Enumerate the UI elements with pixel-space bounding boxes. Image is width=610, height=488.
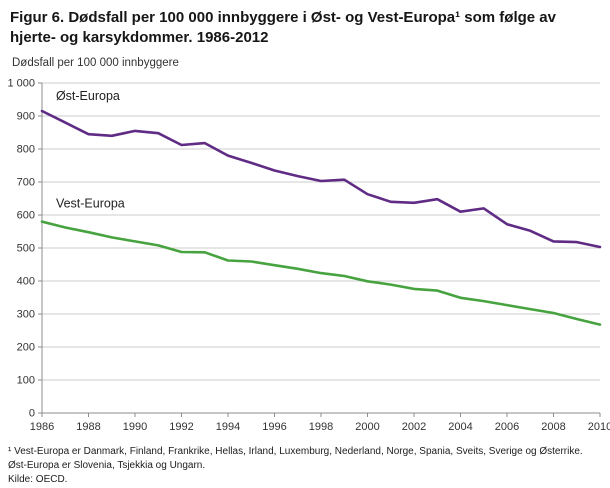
y-tick-label: 1 000 <box>7 78 35 90</box>
x-tick-label: 1994 <box>216 421 240 433</box>
y-tick-label: 900 <box>17 111 35 123</box>
footnote-text: ¹ Vest-Europa er Danmark, Finland, Frank… <box>8 446 583 471</box>
y-tick-label: 500 <box>17 243 35 255</box>
chart-plot-area: 0 100 200 300 400 500 600 700 800 900 1 000 1986 198… <box>0 71 610 443</box>
vest-europa-line <box>40 220 602 326</box>
y-tick-label: 800 <box>17 144 35 156</box>
x-tick-label: 1998 <box>309 421 333 433</box>
line-chart: 0 100 200 300 400 500 600 700 800 900 1 000 1986 198… <box>7 78 610 434</box>
y-axis-title: Dødsfall per 100 000 innbyggere <box>12 57 179 69</box>
x-tick-label: 1986 <box>30 421 54 433</box>
x-tick-label: 2004 <box>448 421 472 433</box>
vest-europa-label: Vest-Europa <box>56 197 125 211</box>
y-tick-label: 200 <box>17 342 35 354</box>
ost-europa-label: Øst-Europa <box>56 89 120 103</box>
x-tick-label: 2010 <box>588 421 610 433</box>
x-tick-label: 2000 <box>355 421 379 433</box>
footnotes: ¹ Vest-Europa er Danmark, Finland, Frank… <box>0 443 610 487</box>
y-tick-label: 100 <box>17 375 35 387</box>
x-tick-label: 1988 <box>76 421 100 433</box>
y-tick-label: 400 <box>17 276 35 288</box>
x-tick-label: 2002 <box>402 421 426 433</box>
chart-title: Figur 6. Dødsfall per 100 000 innbyggere… <box>10 9 556 46</box>
ost-europa-line <box>40 109 602 249</box>
y-tick-label: 700 <box>17 177 35 189</box>
x-tick-label: 1992 <box>169 421 193 433</box>
y-tick-label: 0 <box>29 408 35 420</box>
x-tick-label: 2008 <box>541 421 565 433</box>
source-text: Kilde: OECD. <box>8 474 68 485</box>
y-tick-label: 300 <box>17 309 35 321</box>
y-tick-label: 600 <box>17 210 35 222</box>
x-tick-label: 1990 <box>123 421 147 433</box>
x-tick-label: 1996 <box>262 421 286 433</box>
x-tick-label: 2006 <box>495 421 519 433</box>
